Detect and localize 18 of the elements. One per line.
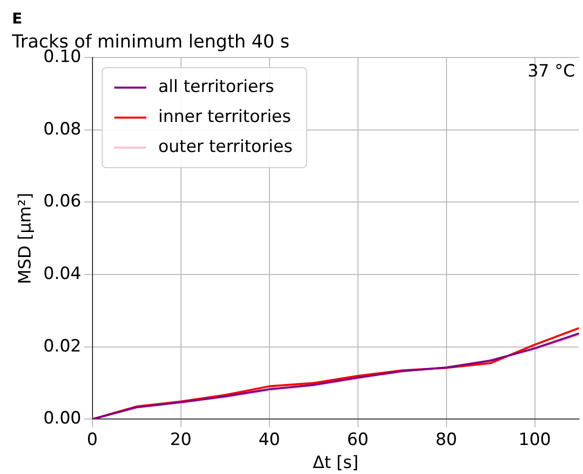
text: E	[12, 9, 22, 28]
x-tick-label: 20	[170, 430, 192, 450]
annotation: 37 °C	[528, 62, 575, 82]
x-tick-label: 60	[346, 430, 369, 450]
y-tick-label: 0.08	[43, 119, 82, 140]
x-tick-label: 100	[518, 430, 551, 450]
legend-label: inner territories	[158, 107, 292, 128]
y-tick-label: 0.06	[43, 192, 82, 212]
y-tick-label: 0.00	[43, 408, 82, 429]
x-tick-label: 0	[86, 430, 98, 450]
y-axis-title: MSD [µm²]	[16, 192, 36, 284]
x-axis-title: Δt [s]	[312, 453, 359, 474]
y-tick-label: 0.02	[43, 336, 82, 356]
x-tick-label: 40	[258, 430, 280, 450]
legend-label: all territoriers	[158, 77, 274, 98]
y-tick-label: 0.04	[43, 264, 82, 284]
x-tick-label: 80	[435, 430, 458, 450]
legend-label: outer territories	[158, 137, 293, 158]
